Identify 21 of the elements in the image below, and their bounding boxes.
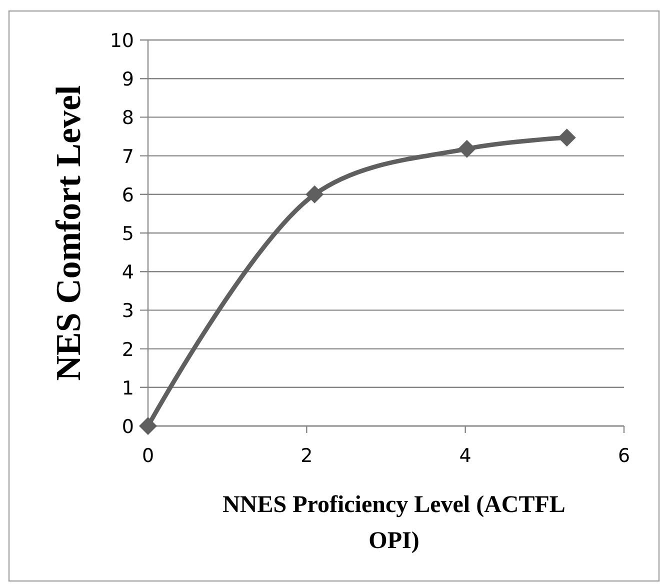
y-tick-label: 10 [110, 30, 134, 52]
y-tick-label: 1 [122, 377, 134, 400]
point [139, 417, 157, 435]
y-tick-label: 7 [122, 146, 134, 168]
x-tick-label: 6 [618, 445, 630, 467]
y-tick-label: 6 [122, 184, 134, 206]
x-tick-label: 0 [142, 445, 154, 467]
x-tick-label: 4 [459, 445, 472, 467]
y-tick-label: 4 [122, 262, 134, 284]
y-tick-label: 2 [122, 338, 134, 361]
y-tick-label: 0 [122, 416, 134, 438]
point [458, 140, 476, 158]
y-axis-title: NES Comfort Level [49, 84, 88, 381]
y-tick-label: 8 [122, 107, 134, 130]
y-tick-label: 3 [122, 300, 134, 322]
point [558, 128, 576, 147]
y-tick-label: 5 [122, 223, 134, 245]
x-axis-title: NNES Proficiency Level (ACTFL OPI) [222, 492, 566, 554]
x-tick-label: 2 [300, 445, 313, 467]
point [306, 185, 324, 204]
y-tick-label: 9 [122, 68, 134, 91]
